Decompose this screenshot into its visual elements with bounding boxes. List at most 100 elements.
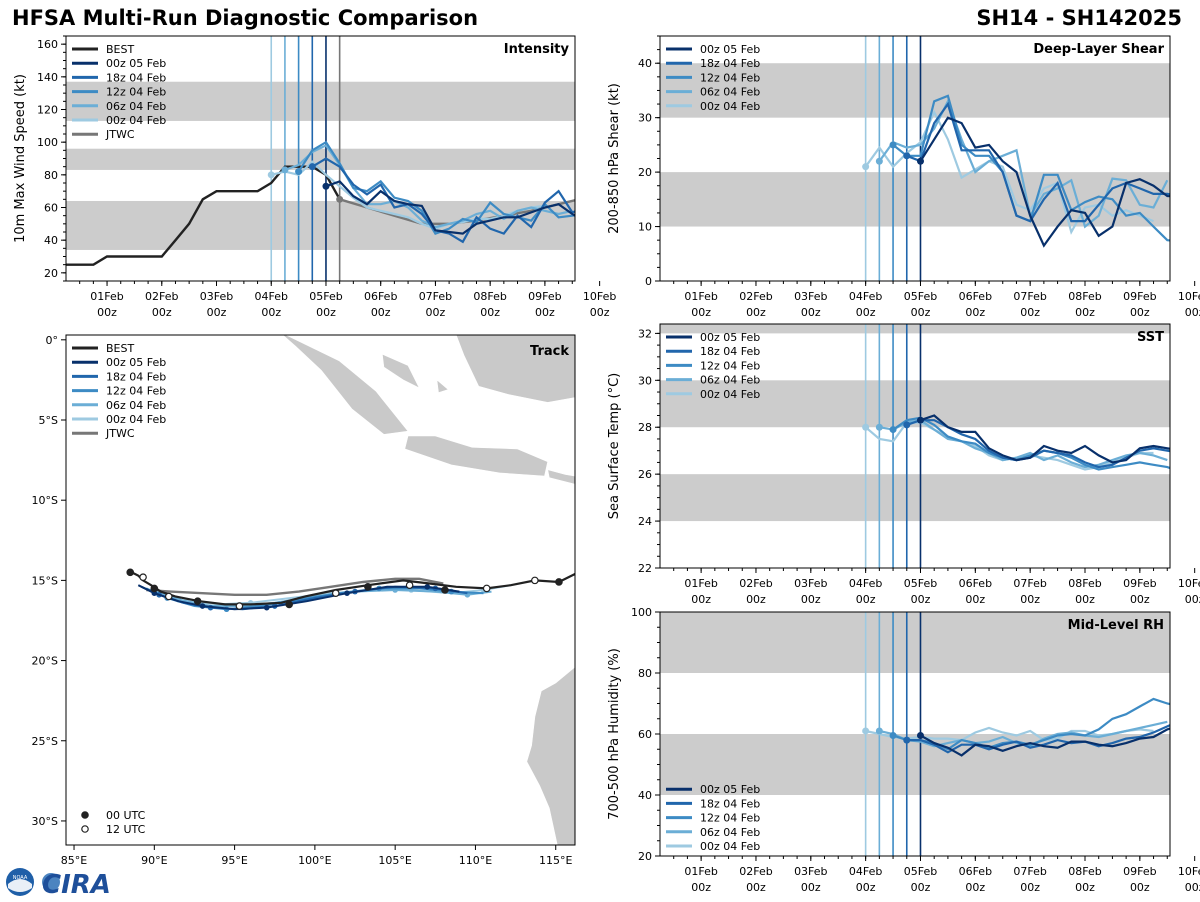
shear-ytick-label: 10 [638,221,652,234]
intensity-run-start-marker [309,163,316,170]
track-best-marker [333,590,339,596]
intensity-legend-label: 00z 05 Feb [106,57,166,70]
shear-xtick-label: 00z [1020,306,1040,319]
shear-title: Deep-Layer Shear [1033,42,1164,57]
rh-ytick-label: 80 [638,667,652,680]
intensity-xtick-label: 01Feb [90,290,123,303]
sst-title: SST [1137,330,1164,345]
rh-run-start-marker [903,737,910,744]
rh-xtick-label: 03Feb [794,865,827,878]
intensity-xtick-label: 00z [535,306,555,319]
track-xtick-label: 105°E [378,854,411,867]
intensity-run-start-marker [281,166,288,173]
intensity-xtick-label: 00z [480,306,500,319]
track-marker-legend-label: 00 UTC [106,809,146,822]
shear-xtick-label: 09Feb [1123,290,1156,303]
track-best-marker [151,585,157,591]
track-ytick-label: 0° [46,334,59,347]
track-legend-label: 00z 04 Feb [106,413,166,426]
intensity-xtick-label: 08Feb [473,290,506,303]
shear-xtick-label: 00z [911,306,931,319]
shear-run-start-marker [903,152,910,159]
track-best-marker [406,582,412,588]
shear-xtick-label: 02Feb [739,290,772,303]
intensity-xtick-label: 00z [426,306,446,319]
sst-chart: 22242628303201Feb00z02Feb00z03Feb00z04Fe… [607,324,1200,606]
intensity-xtick-label: 03Feb [200,290,233,303]
landmass [405,436,548,476]
shear-xtick-label: 00z [965,306,985,319]
shear-ytick-label: 20 [638,166,652,179]
sst-legend-label: 06z 04 Feb [700,374,760,387]
rh-xtick-label: 00z [1020,881,1040,894]
track-best-marker [236,603,242,609]
sst-xtick-label: 00z [856,593,876,606]
shear-legend-label: 06z 04 Feb [700,86,760,99]
shear-xtick-label: 00z [1075,306,1095,319]
intensity-xtick-label: 00z [371,306,391,319]
shear-ytick-label: 30 [638,112,652,125]
shear-run-start-marker [876,158,883,165]
intensity-ytick-label: 20 [44,267,58,280]
intensity-xtick-label: 06Feb [364,290,397,303]
track-ytick-label: 30°S [32,815,58,828]
shear-xtick-label: 00z [746,306,766,319]
track-ytick-label: 15°S [32,574,58,587]
track-best-marker [442,587,448,593]
sst-xtick-label: 00z [691,593,711,606]
track-legend-label: 18z 04 Feb [106,370,166,383]
shear-xtick-label: 07Feb [1013,290,1046,303]
shear-xtick-label: 06Feb [959,290,992,303]
track-marker-legend-symbol [82,826,88,832]
intensity-ytick-label: 140 [37,71,58,84]
shear-xtick-label: 00z [691,306,711,319]
track-best-marker [140,574,146,580]
rh-xtick-label: 00z [1075,881,1095,894]
intensity-xtick-label: 04Feb [254,290,287,303]
shear-xtick-label: 03Feb [794,290,827,303]
intensity-legend-label: JTWC [105,128,135,141]
sst-xtick-label: 00z [801,593,821,606]
rh-run-start-marker [862,727,869,734]
rh-xtick-label: 00z [1185,881,1200,894]
sst-xtick-label: 07Feb [1013,577,1046,590]
intensity-ytick-label: 40 [44,234,58,247]
intensity-ylabel: 10m Max Wind Speed (kt) [13,74,28,243]
track-run-marker [200,603,206,609]
track-title: Track [530,344,569,359]
sst-xtick-label: 00z [965,593,985,606]
sst-xtick-label: 00z [1020,593,1040,606]
rh-xtick-label: 00z [856,881,876,894]
rh-xtick-label: 09Feb [1123,865,1156,878]
sst-xtick-label: 02Feb [739,577,772,590]
sst-run-start-marker [890,426,897,433]
rh-legend-label: 06z 04 Feb [700,826,760,839]
intensity-xtick-label: 00z [316,306,336,319]
track-marker-legend-symbol [82,812,88,818]
sst-xtick-label: 00z [1075,593,1095,606]
rh-legend-label: 18z 04 Feb [700,797,760,810]
shear-legend-label: 18z 04 Feb [700,57,760,70]
intensity-shaded-band [66,149,575,170]
intensity-legend-label: 12z 04 Feb [106,86,166,99]
shear-legend-label: 00z 04 Feb [700,100,760,113]
sst-legend-label: 00z 04 Feb [700,388,760,401]
landmass [283,335,408,434]
rh-legend-label: 00z 04 Feb [700,840,760,853]
shear-xtick-label: 01Feb [684,290,717,303]
track-legend-label: 12z 04 Feb [106,385,166,398]
intensity-legend-label: 18z 04 Feb [106,71,166,84]
sst-run-start-marker [917,417,924,424]
sst-legend-label: 18z 04 Feb [700,345,760,358]
track-best-marker [365,584,371,590]
rh-xtick-label: 02Feb [739,865,772,878]
track-ytick-label: 25°S [32,735,58,748]
sst-xtick-label: 10Feb [1178,577,1200,590]
shear-ytick-label: 0 [645,275,652,288]
rh-xtick-label: 07Feb [1013,865,1046,878]
track-legend-label: 00z 05 Feb [106,356,166,369]
track-best-marker [286,601,292,607]
rh-xtick-label: 00z [691,881,711,894]
sst-xtick-label: 05Feb [904,577,937,590]
intensity-run-start-marker [268,171,275,178]
